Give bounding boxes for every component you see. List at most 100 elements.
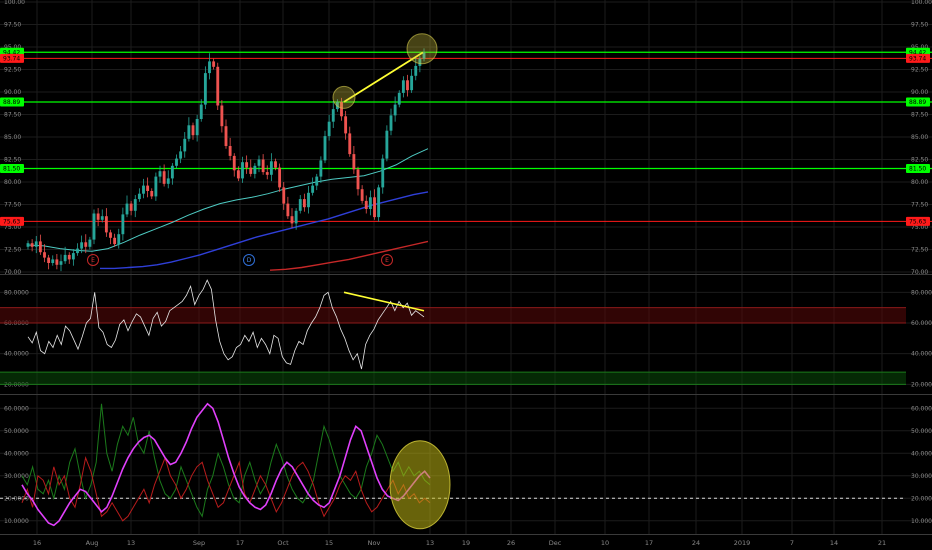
candle-body [228,146,232,156]
y-tick-label-right: 82.50 [911,157,928,164]
candle-body [113,237,117,245]
candle-body [311,185,315,193]
candle-body [199,104,203,119]
highlight-circle[interactable] [389,440,451,530]
highlight-circle[interactable] [406,33,438,65]
x-tick-label: 13 [426,539,434,547]
y-tick-label-right: 10.0000 [911,518,932,525]
candle-body [117,234,121,245]
candle-body [133,199,137,211]
event-marker[interactable] [243,254,255,266]
candle-body [76,248,79,254]
y-tick-label-right: 40.0000 [911,351,932,358]
candle-body [418,58,422,66]
level-badge-left-text: 81.50 [3,166,20,173]
price-trendline[interactable] [343,51,424,103]
x-tick-label: 10 [601,539,609,547]
x-tick-label: 16 [33,539,41,547]
y-tick-label-right: 20.0000 [911,495,932,502]
candle-body [150,191,154,197]
candle-body [406,80,409,91]
y-tick-label-right: 95.00 [911,44,928,51]
y-tick-label-right: 85.00 [911,134,928,141]
candle-body [179,151,183,159]
adx-line [21,402,431,527]
y-tick-label-right: 60.0000 [911,320,932,327]
candle-body [142,185,145,194]
candle-body [249,167,253,174]
level-badge-right [906,164,930,173]
event-marker[interactable] [87,254,99,266]
y-tick-label-left: 95.00 [4,44,21,51]
candle-body [170,165,174,179]
candle-body [158,171,162,177]
candle-body [307,192,310,208]
y-tick-label-right: 77.50 [911,202,928,209]
candle-body [38,241,42,253]
y-tick-label-right: 70.00 [911,269,928,276]
candle-body [368,197,372,209]
level-badge-left-text: 94.42 [3,49,20,56]
y-tick-label-right: 92.50 [911,67,928,74]
candle-body [166,178,170,184]
candle-body [84,242,88,247]
candle-body [183,138,187,152]
candle-body [356,169,360,190]
y-tick-label-left: 40.0000 [4,351,29,358]
y-tick-label-left: 85.00 [4,134,21,141]
y-tick-label-right: 40.0000 [911,450,932,457]
candle-body [80,242,84,249]
y-tick-label-right: 87.50 [911,112,928,119]
y-tick-label-left: 87.50 [4,112,21,119]
y-tick-label-left: 97.50 [4,22,21,29]
candle-body [92,213,96,240]
y-tick-label-right: 75.00 [911,224,928,231]
y-tick-label-right: 80.00 [911,179,928,186]
candle-body [410,75,414,91]
candle-body [30,243,34,247]
candle-body [331,109,335,122]
candle-body [203,73,207,105]
candle-body [208,61,211,74]
x-tick-label: Sep [193,539,205,547]
rsi-trendline[interactable] [343,291,425,312]
x-tick-label: 15 [325,539,333,547]
candle-body [377,187,381,218]
y-tick-label-right: 80.0000 [911,289,932,296]
rsi-overbought-band [0,307,906,323]
candle-body [236,170,240,179]
x-tick-label: Dec [549,539,562,547]
candle-body [59,261,63,265]
x-tick-label: 21 [878,539,886,547]
y-tick-label-left: 100.00 [4,0,25,6]
candle-body [129,203,133,211]
candle-body [282,187,286,204]
candle-body [146,185,150,191]
candle-body [315,176,319,186]
candle-body [224,126,228,146]
candle-body [191,125,195,136]
candle-body [257,159,261,166]
x-tick-label: 26 [507,539,515,547]
candle-body [43,252,46,258]
y-tick-label-right: 72.50 [911,247,928,254]
candle-body [104,216,108,233]
candles [26,48,426,272]
candle-body [401,80,405,93]
level-badge-right-text: 93.74 [909,56,926,63]
candle-body [109,232,112,238]
candle-body [373,197,376,218]
highlight-circle[interactable] [332,85,356,109]
level-badge-left [0,97,24,107]
x-tick-label: Nov [368,539,381,547]
y-tick-label-left: 60.0000 [4,405,29,412]
candle-body [175,158,178,166]
rsi-line [27,279,425,370]
candle-body [63,254,67,262]
event-marker[interactable] [381,254,393,266]
candle-body [154,176,158,197]
x-tick-label: 17 [236,539,244,547]
candle-body [67,254,71,260]
candle-body [414,65,418,76]
